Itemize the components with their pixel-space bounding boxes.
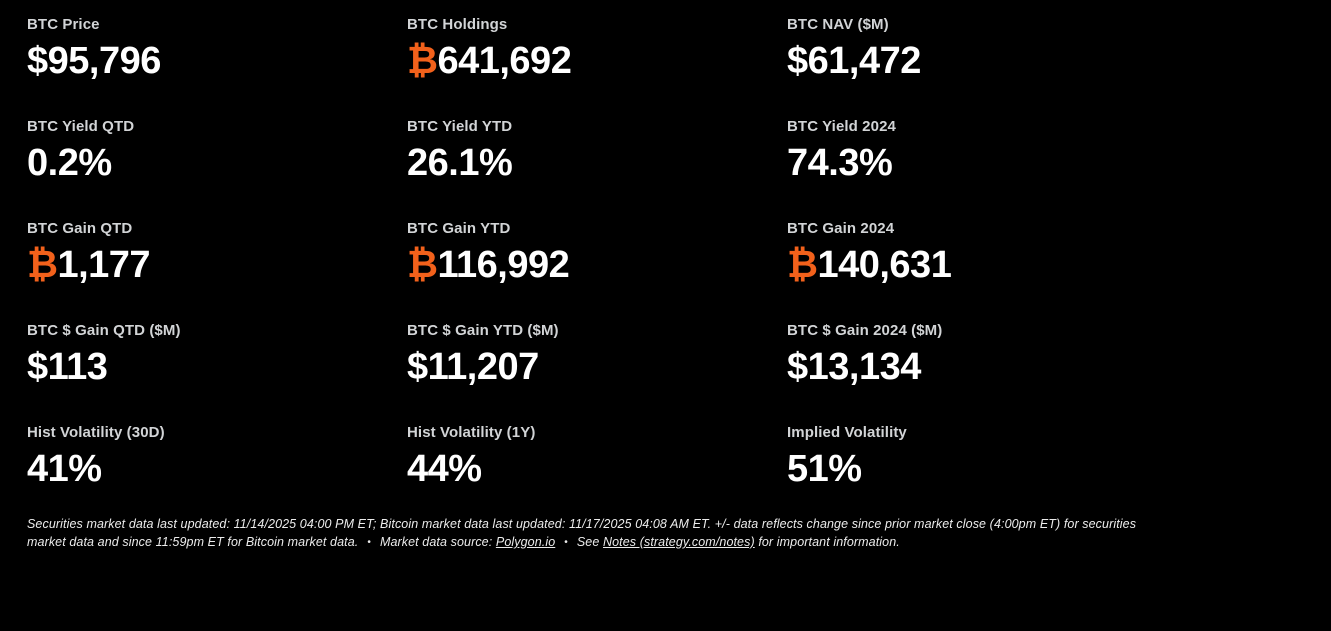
metric-label: BTC Yield 2024: [787, 118, 896, 135]
metric-label: BTC $ Gain YTD ($M): [407, 322, 559, 339]
metric-value: $13,134: [787, 344, 1167, 390]
metric-value: ₿641,692: [407, 38, 787, 84]
dollar-symbol: $: [787, 40, 808, 82]
metric-card: BTC Price $95,796: [27, 15, 407, 85]
polygon-link[interactable]: Polygon.io: [495, 535, 556, 549]
dollar-symbol: $: [27, 346, 48, 388]
metric-number: 11,207: [427, 346, 540, 388]
metric-number: 0.2%: [27, 142, 112, 184]
metric-value: $95,796: [27, 38, 407, 84]
metric-card: Hist Volatility (30D) 41%: [27, 423, 407, 493]
notes-suffix: for important information.: [758, 535, 900, 549]
metric-label: Hist Volatility (1Y): [407, 424, 536, 441]
metric-number: 41%: [27, 448, 102, 490]
market-data-source-label: Market data source:: [379, 535, 493, 549]
metric-card: BTC $ Gain YTD ($M) $11,207: [407, 321, 787, 391]
dollar-symbol: $: [787, 346, 808, 388]
metric-value: $61,472: [787, 38, 1167, 84]
metric-value: ₿116,992: [407, 242, 787, 288]
metric-card: BTC Yield 2024 74.3%: [787, 117, 1167, 187]
metric-card: BTC Yield QTD 0.2%: [27, 117, 407, 187]
disclaimer-text: Securities market data last updated: 11/…: [27, 517, 1137, 549]
metric-value: 44%: [407, 446, 787, 492]
metric-card: BTC NAV ($M) $61,472: [787, 15, 1167, 85]
metric-value: 41%: [27, 446, 407, 492]
metric-value: 74.3%: [787, 140, 1167, 186]
metric-label: Hist Volatility (30D): [27, 424, 165, 441]
metric-label: Implied Volatility: [787, 424, 907, 441]
metric-label: BTC Yield QTD: [27, 118, 135, 135]
bitcoin-symbol: ₿: [787, 244, 818, 286]
metric-number: 641,692: [437, 40, 572, 82]
metric-label: BTC Gain QTD: [27, 220, 133, 237]
bitcoin-symbol: ₿: [27, 244, 58, 286]
metric-number: 61,472: [807, 40, 922, 82]
metric-card: Implied Volatility 51%: [787, 423, 1167, 493]
metric-number: 140,631: [817, 244, 952, 286]
see-label: See: [576, 535, 600, 549]
metric-card: BTC $ Gain QTD ($M) $113: [27, 321, 407, 391]
bullet-separator: •: [367, 537, 371, 548]
metric-label: BTC Gain 2024: [787, 220, 895, 237]
metric-label: BTC $ Gain QTD ($M): [27, 322, 181, 339]
metric-number: 95,796: [47, 40, 162, 82]
metric-card: Hist Volatility (1Y) 44%: [407, 423, 787, 493]
metric-label: BTC Price: [27, 16, 100, 33]
metric-value: 26.1%: [407, 140, 787, 186]
metric-label: BTC $ Gain 2024 ($M): [787, 322, 943, 339]
metric-card: BTC Gain 2024 ₿140,631: [787, 219, 1167, 289]
footer-disclaimer: Securities market data last updated: 11/…: [27, 515, 1152, 552]
bitcoin-symbol: ₿: [407, 244, 438, 286]
metric-card: BTC Yield YTD 26.1%: [407, 117, 787, 187]
metric-card: BTC $ Gain 2024 ($M) $13,134: [787, 321, 1167, 391]
dollar-symbol: $: [27, 40, 48, 82]
metric-card: BTC Gain YTD ₿116,992: [407, 219, 787, 289]
metrics-grid: BTC Price $95,796 BTC Holdings ₿641,692 …: [27, 15, 1331, 493]
bullet-separator: •: [564, 537, 568, 548]
metric-value: 51%: [787, 446, 1167, 492]
btc-metrics-dashboard: BTC Price $95,796 BTC Holdings ₿641,692 …: [27, 15, 1331, 552]
metric-number: 13,134: [807, 346, 922, 388]
metric-label: BTC Yield YTD: [407, 118, 513, 135]
metric-number: 113: [47, 346, 108, 388]
metric-number: 51%: [787, 448, 862, 490]
metric-value: ₿140,631: [787, 242, 1167, 288]
metric-number: 116,992: [437, 244, 570, 286]
metric-number: 1,177: [57, 244, 151, 286]
bitcoin-symbol: ₿: [407, 40, 438, 82]
metric-card: BTC Holdings ₿641,692: [407, 15, 787, 85]
metric-value: 0.2%: [27, 140, 407, 186]
dollar-symbol: $: [407, 346, 428, 388]
metric-value: $113: [27, 344, 407, 390]
notes-link[interactable]: Notes (strategy.com/notes): [603, 535, 755, 549]
metric-number: 44%: [407, 448, 482, 490]
metric-label: BTC Holdings: [407, 16, 508, 33]
metric-label: BTC Gain YTD: [407, 220, 511, 237]
metric-number: 26.1%: [407, 142, 513, 184]
metric-value: ₿1,177: [27, 242, 407, 288]
metric-value: $11,207: [407, 344, 787, 390]
metric-label: BTC NAV ($M): [787, 16, 889, 33]
metric-number: 74.3%: [787, 142, 893, 184]
metric-card: BTC Gain QTD ₿1,177: [27, 219, 407, 289]
